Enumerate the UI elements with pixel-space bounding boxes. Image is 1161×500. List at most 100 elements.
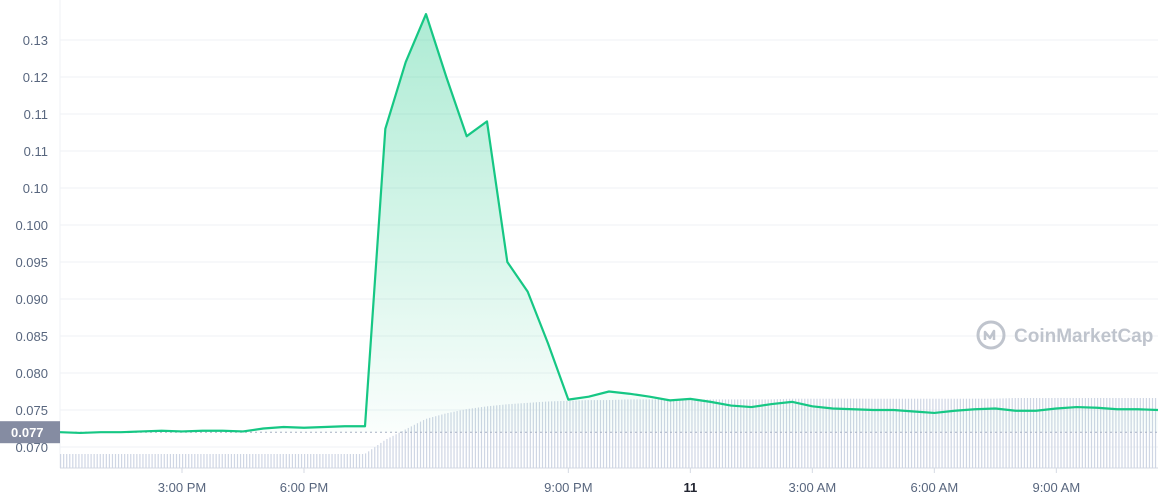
volume-bar	[471, 408, 473, 468]
volume-bar	[307, 454, 309, 468]
volume-bar	[676, 399, 678, 468]
volume-bar	[578, 400, 580, 468]
volume-bar	[426, 418, 428, 468]
volume-bar	[1078, 398, 1080, 468]
volume-bar	[413, 424, 415, 468]
volume-bar	[593, 400, 595, 468]
volume-bar	[609, 400, 611, 468]
volume-bar	[572, 400, 574, 468]
volume-bar	[148, 454, 150, 468]
volume-bar	[276, 454, 278, 468]
volume-bar	[947, 398, 949, 468]
volume-bar	[108, 454, 110, 468]
volume-bar	[1023, 398, 1025, 468]
volume-bar	[264, 454, 266, 468]
volume-bar	[139, 454, 141, 468]
current-price-tag: 0.077	[0, 421, 60, 444]
y-tick-label: 0.100	[15, 218, 48, 233]
volume-bar	[1036, 398, 1038, 468]
volume-bar	[1112, 398, 1114, 468]
y-tick-label: 0.075	[15, 403, 48, 418]
volume-bar	[288, 454, 290, 468]
y-tick-label: 0.10	[23, 181, 48, 196]
volume-bar	[386, 439, 388, 468]
volume-bar	[950, 398, 952, 468]
volume-bar	[779, 399, 781, 468]
volume-bar	[660, 399, 663, 468]
volume-bar	[1087, 398, 1090, 468]
volume-bar	[1136, 398, 1138, 468]
volume-bar	[343, 454, 345, 468]
y-tick-label: 0.085	[15, 329, 48, 344]
volume-bar	[365, 453, 367, 468]
volume-bar	[731, 399, 733, 468]
volume-bar	[727, 399, 730, 468]
price-line	[59, 13, 1159, 435]
volume-bar	[69, 454, 71, 468]
volume-bar	[1130, 398, 1132, 468]
volume-bar	[209, 454, 211, 468]
volume-bar	[523, 403, 525, 468]
volume-bar	[300, 454, 303, 468]
volume-bar	[575, 400, 577, 468]
volume-bar	[194, 454, 196, 468]
volume-bar	[834, 398, 836, 468]
volume-bar	[203, 454, 205, 468]
volume-bar	[749, 399, 751, 468]
volume-bar	[480, 407, 483, 468]
volume-bar	[483, 406, 486, 468]
volume-bar	[746, 399, 748, 468]
volume-bar	[1063, 398, 1065, 468]
volume-bar	[401, 431, 403, 468]
volume-bar	[114, 454, 117, 468]
y-tick-label: 0.090	[15, 292, 48, 307]
volume-bar	[776, 399, 778, 468]
volume-bar	[798, 398, 800, 468]
volume-bar	[456, 411, 458, 468]
volume-bar	[346, 454, 348, 468]
volume-bar	[78, 454, 80, 468]
volume-bar	[154, 454, 156, 468]
volume-bar	[987, 398, 989, 468]
volume-bar	[782, 398, 785, 468]
volume-bar	[529, 402, 531, 468]
volume-bar	[953, 398, 955, 468]
volume-bar	[581, 400, 583, 468]
volume-bar	[520, 403, 522, 468]
volume-bar	[374, 447, 376, 468]
volume-bar	[785, 398, 788, 468]
x-axis: 3:00 PM 6:00 PM 9:00 PM 11 3:00 AM 6:00 AM 9:0…	[158, 468, 1080, 495]
volume-bar	[706, 399, 708, 468]
volume-bar	[990, 398, 992, 468]
volume-bar	[773, 399, 775, 468]
volume-bar	[224, 454, 226, 468]
volume-bar	[246, 454, 248, 468]
y-tick-label: 0.070	[15, 440, 48, 455]
volume-bar	[1090, 398, 1093, 468]
volume-bar	[932, 398, 934, 468]
volume-bar	[792, 398, 794, 468]
volume-bar	[1118, 398, 1120, 468]
volume-bar	[1154, 398, 1157, 468]
volume-bar	[361, 454, 364, 468]
volume-bar	[395, 434, 397, 468]
volume-bar	[740, 399, 742, 468]
volume-bar	[233, 454, 236, 468]
volume-bar	[90, 454, 92, 468]
volume-bar	[941, 398, 943, 468]
volume-bar	[1069, 398, 1071, 468]
volume-bar	[182, 454, 184, 468]
volume-bar	[81, 454, 83, 468]
volume-bar	[651, 399, 653, 468]
volume-bar	[133, 454, 135, 468]
volume-bar	[313, 454, 315, 468]
volume-bar	[971, 398, 974, 468]
volume-bar	[459, 410, 461, 468]
volume-bar	[410, 426, 412, 468]
volume-bar	[532, 402, 534, 468]
volume-bar	[84, 454, 86, 468]
volume-bar	[188, 454, 190, 468]
volume-bar	[87, 454, 89, 468]
volume-bar	[569, 400, 571, 468]
volume-bar	[639, 399, 641, 468]
